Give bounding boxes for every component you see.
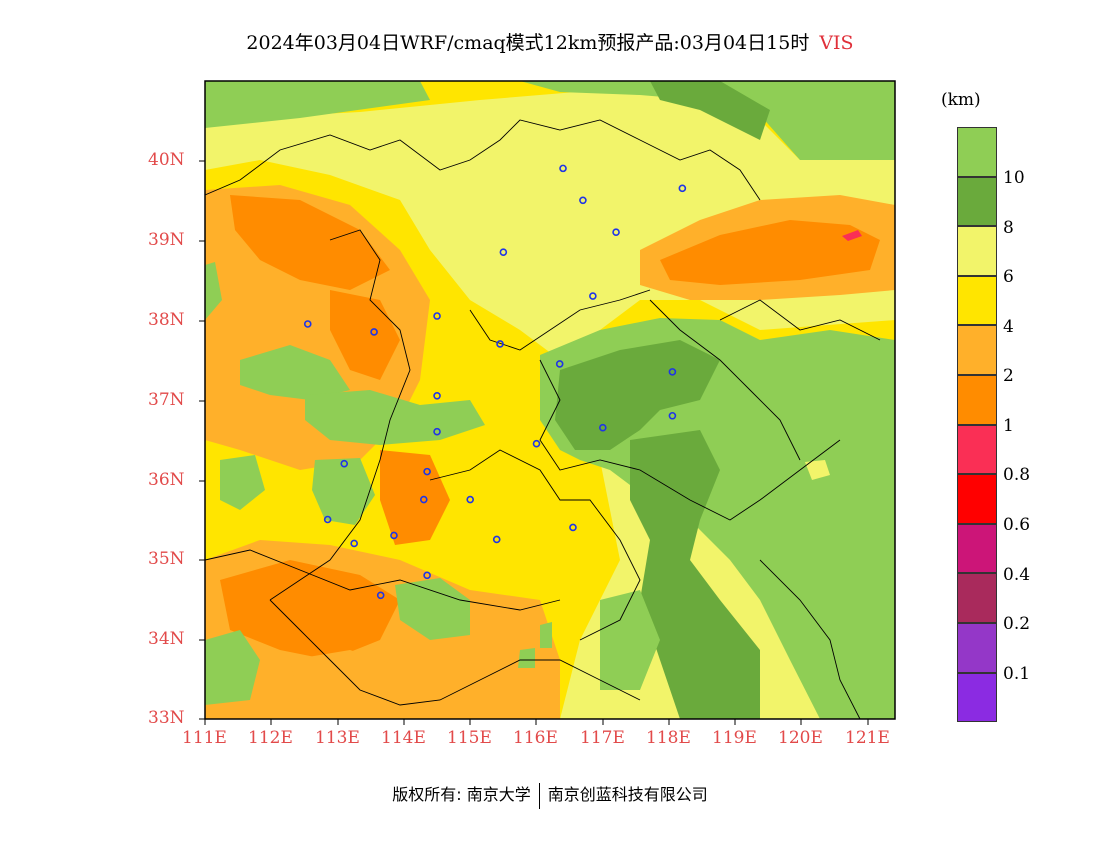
lon-label-120e: 120E — [778, 728, 823, 748]
station-marker — [340, 459, 349, 468]
colorbar-swatch-5 — [957, 325, 997, 375]
title-text: 2024年03月04日WRF/cmaq模式12km预报产品:03月04日15时 — [246, 32, 810, 54]
station-marker — [492, 535, 501, 544]
colorbar-unit: (km) — [941, 90, 981, 110]
station-marker — [423, 467, 431, 476]
station-marker — [350, 539, 358, 548]
station-marker — [376, 591, 385, 600]
colorbar-label-1: 1 — [1003, 416, 1014, 436]
lon-label-115e: 115E — [447, 728, 492, 748]
colorbar-label-8: 8 — [1003, 218, 1014, 238]
station-marker — [466, 495, 475, 504]
province-boundaries — [205, 119, 881, 719]
copyright-separator — [538, 782, 540, 809]
colorbar-swatch-3 — [957, 226, 997, 276]
colorbar-label-4: 4 — [1003, 317, 1014, 337]
colorbar-swatch-2 — [957, 176, 997, 227]
station-marker — [499, 248, 508, 256]
lat-label-37n: 37N — [148, 390, 185, 410]
station-marker — [559, 164, 567, 173]
colorbar-label-0-6: 0.6 — [1003, 515, 1031, 535]
lat-label-40n: 40N — [148, 150, 185, 170]
chart-title: 2024年03月04日WRF/cmaq模式12km预报产品:03月04日15时 V… — [0, 28, 1100, 55]
colorbar-swatch-11 — [957, 623, 997, 673]
colorbar-swatch-1 — [957, 127, 997, 177]
station-marker — [612, 228, 620, 237]
colorbar-swatch-6 — [957, 375, 997, 425]
copyright-company: 南京创蓝科技有限公司 — [547, 785, 708, 804]
station-marker — [433, 312, 441, 320]
station-marker — [532, 439, 541, 448]
station-marker — [598, 423, 607, 432]
station-marker — [668, 411, 677, 420]
colorbar-label-2: 2 — [1003, 366, 1014, 386]
station-marker — [589, 292, 597, 300]
station-marker — [433, 427, 441, 436]
lon-label-113e: 113E — [315, 728, 360, 748]
station-marker — [370, 328, 378, 336]
visibility-field — [205, 81, 895, 719]
lat-label-35n: 35N — [148, 549, 185, 569]
station-marker — [390, 531, 398, 540]
station-marker — [433, 392, 441, 400]
lon-label-119e: 119E — [712, 728, 757, 748]
lon-label-118e: 118E — [646, 728, 691, 748]
colorbar-label-0-4: 0.4 — [1003, 565, 1031, 585]
station-marker — [419, 495, 428, 504]
lat-label-36n: 36N — [148, 470, 185, 490]
station-marker — [423, 571, 431, 580]
lon-label-117e: 117E — [580, 728, 625, 748]
station-marker — [303, 320, 312, 328]
station-marker — [496, 340, 504, 348]
station-marker — [668, 368, 677, 376]
colorbar-label-6: 6 — [1003, 267, 1014, 287]
station-marker — [678, 184, 687, 193]
copyright: 版权所有: 南京大学 南京创蓝科技有限公司 — [0, 781, 1100, 809]
station-marker — [579, 196, 587, 205]
lon-label-121e: 121E — [845, 728, 890, 748]
lon-label-114e: 114E — [381, 728, 426, 748]
map-frame — [204, 80, 896, 720]
colorbar-label-0-8: 0.8 — [1003, 465, 1031, 485]
lat-label-38n: 38N — [148, 310, 185, 330]
colorbar-label-0-1: 0.1 — [1003, 664, 1031, 684]
lat-label-39n: 39N — [148, 230, 185, 250]
colorbar-swatch-7 — [957, 424, 997, 475]
lon-label-112e: 112E — [248, 728, 293, 748]
colorbar-label-0-2: 0.2 — [1003, 614, 1031, 634]
colorbar-swatch-10 — [957, 573, 997, 623]
colorbar-swatch-9 — [957, 523, 997, 574]
station-marker — [555, 360, 564, 368]
lat-label-33n: 33N — [148, 708, 185, 728]
colorbar-swatch-4 — [957, 275, 997, 326]
copyright-owner: 版权所有: 南京大学 — [392, 785, 531, 804]
title-variable: VIS — [819, 32, 854, 54]
colorbar-swatch-12 — [957, 672, 997, 723]
station-marker — [569, 523, 577, 532]
lat-label-34n: 34N — [148, 629, 185, 649]
lon-label-111e: 111E — [182, 728, 227, 748]
monitoring-stations — [303, 164, 687, 600]
colorbar-label-10: 10 — [1003, 168, 1025, 188]
lon-label-116e: 116E — [513, 728, 558, 748]
station-marker — [323, 515, 332, 524]
colorbar-swatch-8 — [957, 474, 997, 524]
axis-ticks — [199, 160, 869, 725]
